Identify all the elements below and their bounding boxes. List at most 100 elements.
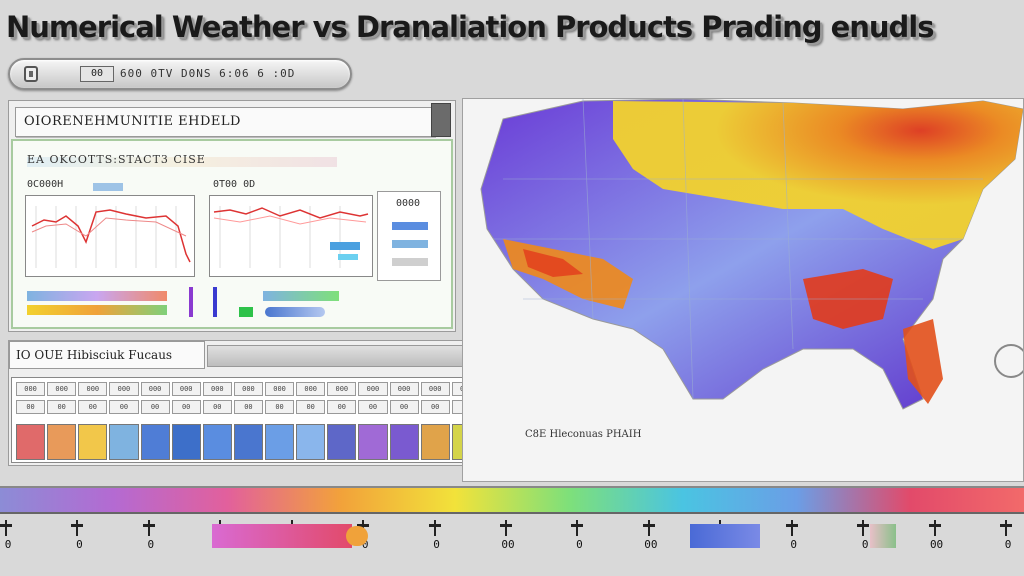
scale-tick-label: 00 bbox=[644, 538, 658, 551]
scale-highlight-mixed bbox=[870, 524, 896, 548]
table-cell[interactable]: 00 bbox=[140, 400, 170, 414]
document-icon[interactable] bbox=[24, 66, 38, 82]
scale-highlight-blue bbox=[690, 524, 760, 548]
scale-tick: 0 bbox=[65, 520, 93, 560]
table-cell[interactable]: 00 bbox=[47, 400, 77, 414]
scale-tick: 0 bbox=[851, 520, 879, 560]
color-cell[interactable] bbox=[109, 424, 139, 460]
table-cell[interactable]: 00 bbox=[233, 400, 263, 414]
chart-2-bar-2 bbox=[338, 254, 358, 260]
scale-tick: 0 bbox=[780, 520, 808, 560]
products-title: IO OUE Hibisciuk Fucaus bbox=[9, 341, 205, 369]
scale-tick: 00 bbox=[637, 520, 665, 560]
scale-tick-label: 0 bbox=[861, 538, 869, 551]
scale-tick-label: 0 bbox=[76, 538, 83, 551]
color-cell[interactable] bbox=[233, 424, 263, 460]
table-cell[interactable]: 000 bbox=[420, 382, 450, 396]
scale-tick-label: 0 bbox=[1004, 538, 1012, 551]
color-cell[interactable] bbox=[327, 424, 357, 460]
table-cell[interactable]: 000 bbox=[265, 382, 295, 396]
state-borders bbox=[493, 98, 983, 400]
scale-tick-label: 0 bbox=[361, 538, 369, 551]
color-cell[interactable] bbox=[265, 424, 295, 460]
table-cell[interactable]: 000 bbox=[109, 382, 139, 396]
table-cell[interactable]: 000 bbox=[47, 382, 77, 396]
table-cell[interactable]: 000 bbox=[296, 382, 326, 396]
chart-1[interactable] bbox=[25, 195, 195, 277]
map-florida bbox=[903, 319, 943, 404]
table-cell[interactable]: 00 bbox=[202, 400, 232, 414]
color-cell[interactable] bbox=[420, 424, 450, 460]
compass-icon bbox=[994, 344, 1024, 378]
table-cell[interactable]: 000 bbox=[327, 382, 357, 396]
status-green bbox=[239, 307, 253, 317]
panel-title: OIORENEHMUNITIE EHDELD bbox=[15, 107, 435, 137]
color-cell[interactable] bbox=[171, 424, 201, 460]
dashboard-title: EA OKCOTTS:STACT3 CISE bbox=[27, 153, 206, 166]
chart-2-line-b bbox=[213, 215, 367, 225]
table-cell[interactable]: 00 bbox=[420, 400, 450, 414]
products-table: 000 000 000 000 000 000 000 000 000 000 … bbox=[11, 377, 517, 463]
colorbar-3 bbox=[263, 291, 339, 301]
table-cell[interactable]: 00 bbox=[296, 400, 326, 414]
map-panel[interactable]: C8E Hleconuas PHAIH bbox=[462, 98, 1024, 482]
table-cell[interactable]: 000 bbox=[140, 382, 170, 396]
app-title: Numerical Weather vs Dranaliation Produc… bbox=[6, 10, 935, 44]
color-cell[interactable] bbox=[358, 424, 388, 460]
table-row: 00 00 00 00 00 00 00 00 00 00 00 00 00 0… bbox=[16, 400, 512, 414]
table-cell[interactable]: 00 bbox=[78, 400, 108, 414]
mini-legend-label: 0000 bbox=[396, 198, 421, 209]
zoom-box[interactable]: 00 bbox=[80, 66, 114, 82]
chart-1-label: 0C000H bbox=[27, 179, 64, 190]
table-cell[interactable]: 000 bbox=[358, 382, 388, 396]
scale-tick-label: 00 bbox=[501, 538, 515, 551]
chart-2[interactable] bbox=[209, 195, 373, 277]
table-cell[interactable]: 000 bbox=[78, 382, 108, 396]
scale-marker[interactable] bbox=[346, 526, 368, 546]
colorbar-2 bbox=[27, 305, 167, 315]
toolbar[interactable]: 00 600 0TV D0NS 6:06 6 :0D bbox=[8, 58, 352, 90]
chart-1-line bbox=[31, 209, 191, 263]
dash-title-highlight bbox=[27, 157, 337, 167]
scale-tick: 0 bbox=[0, 520, 22, 560]
table-cell[interactable]: 00 bbox=[171, 400, 201, 414]
chart-1-plot bbox=[31, 206, 191, 268]
scale-tick-label: 00 bbox=[929, 538, 944, 551]
table-cell[interactable]: 000 bbox=[171, 382, 201, 396]
chart-1-swatch bbox=[93, 183, 123, 191]
table-cell[interactable]: 00 bbox=[358, 400, 388, 414]
color-cell[interactable] bbox=[16, 424, 46, 460]
scale-tick-label: 0 bbox=[147, 538, 155, 551]
weather-map[interactable] bbox=[463, 98, 1024, 481]
color-cell[interactable] bbox=[389, 424, 419, 460]
table-cell[interactable]: 000 bbox=[233, 382, 263, 396]
scale-tick-label: 0 bbox=[4, 538, 12, 551]
table-cell[interactable]: 000 bbox=[16, 382, 46, 396]
color-cell[interactable] bbox=[47, 424, 77, 460]
color-cells-row bbox=[16, 424, 512, 460]
mini-legend: 0000 bbox=[377, 191, 441, 281]
color-cell[interactable] bbox=[202, 424, 232, 460]
scale-tick: 00 bbox=[494, 520, 522, 560]
table-cell[interactable]: 000 bbox=[202, 382, 232, 396]
color-scale-bar[interactable] bbox=[0, 486, 1024, 514]
color-cell[interactable] bbox=[140, 424, 170, 460]
table-cell[interactable]: 000 bbox=[389, 382, 419, 396]
legend-swatch-blue bbox=[392, 222, 428, 230]
slider-1[interactable] bbox=[189, 287, 193, 317]
scale-tick-label: 0 bbox=[576, 538, 583, 551]
slider-2[interactable] bbox=[213, 287, 217, 317]
color-cell[interactable] bbox=[78, 424, 108, 460]
color-cell[interactable] bbox=[296, 424, 326, 460]
table-cell[interactable]: 00 bbox=[327, 400, 357, 414]
table-cell[interactable]: 00 bbox=[16, 400, 46, 414]
map-caption: C8E Hleconuas PHAIH bbox=[525, 429, 642, 440]
panel-scroll-handle[interactable] bbox=[431, 103, 451, 137]
table-cell[interactable]: 00 bbox=[389, 400, 419, 414]
table-cell[interactable]: 00 bbox=[109, 400, 139, 414]
table-cell[interactable]: 00 bbox=[265, 400, 295, 414]
legend-swatch-light bbox=[392, 240, 428, 248]
chart-1-line-b bbox=[31, 217, 187, 237]
scale-tick-label: 0 bbox=[433, 538, 440, 551]
chart-2-plot bbox=[213, 206, 369, 268]
